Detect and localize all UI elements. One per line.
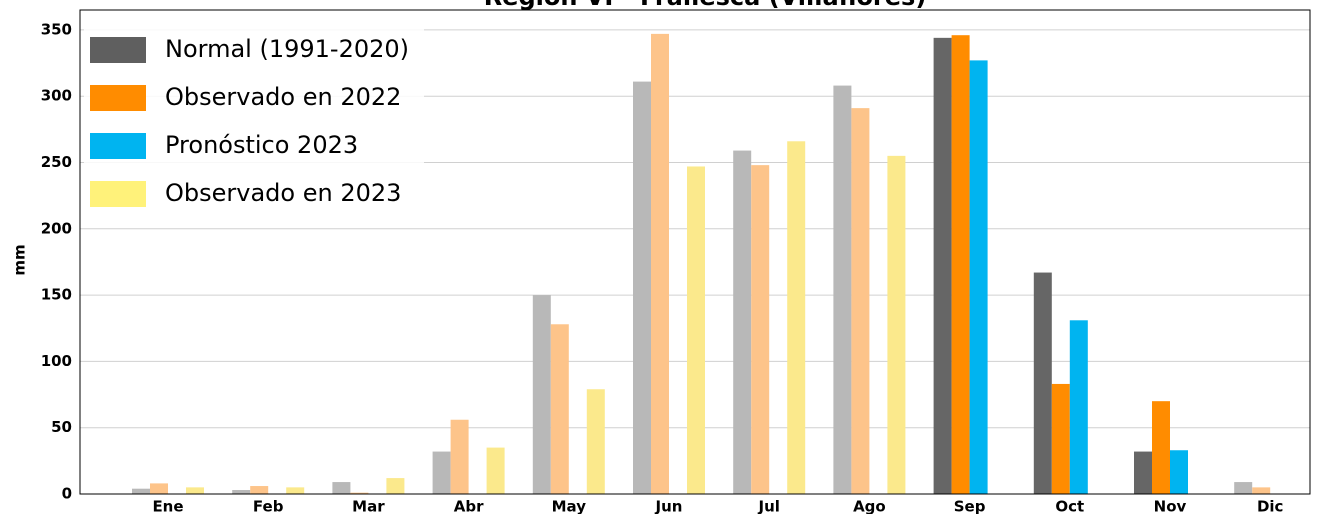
legend-label: Normal (1991-2020) bbox=[165, 35, 409, 63]
bar bbox=[150, 483, 168, 494]
x-tick-label: Mar bbox=[352, 498, 385, 514]
bar bbox=[532, 295, 551, 494]
x-tick-label: Ene bbox=[152, 498, 183, 514]
y-tick-label: 0 bbox=[62, 485, 72, 503]
bar bbox=[1170, 450, 1188, 494]
bar bbox=[1152, 401, 1170, 494]
bar bbox=[432, 451, 451, 494]
bar bbox=[633, 81, 651, 495]
legend-swatch bbox=[90, 181, 146, 207]
x-tick-label: Dic bbox=[1257, 498, 1283, 514]
bar bbox=[1069, 320, 1088, 494]
bar bbox=[186, 487, 204, 494]
x-tick-label: Oct bbox=[1055, 498, 1084, 514]
y-tick-label: 50 bbox=[51, 418, 72, 436]
plot-frame bbox=[79, 9, 1311, 495]
y-tick-label: 250 bbox=[41, 153, 72, 171]
bar bbox=[833, 85, 852, 495]
bar bbox=[733, 150, 752, 494]
bar bbox=[332, 482, 351, 494]
bar bbox=[1051, 383, 1070, 494]
x-tick-label: Feb bbox=[253, 498, 284, 514]
bar bbox=[132, 488, 150, 494]
bar bbox=[1134, 451, 1152, 494]
x-tick-label: Jun bbox=[655, 498, 683, 514]
y-tick-label: 300 bbox=[41, 87, 72, 105]
chart-title: Región VI - Frailesca (Villaflores) bbox=[484, 0, 927, 11]
x-tick-label: May bbox=[552, 498, 587, 514]
y-tick-label: 200 bbox=[41, 219, 72, 237]
bar bbox=[286, 487, 305, 494]
bar bbox=[232, 490, 251, 494]
bar bbox=[787, 141, 806, 494]
bar bbox=[1234, 482, 1253, 494]
bar bbox=[250, 486, 269, 494]
bar bbox=[887, 155, 906, 494]
bar bbox=[586, 389, 605, 494]
legend-label: Pronóstico 2023 bbox=[165, 131, 358, 159]
bar bbox=[450, 419, 469, 494]
x-tick-label: Sep bbox=[954, 498, 986, 514]
x-tick-label: Nov bbox=[1154, 498, 1187, 514]
bar bbox=[933, 37, 952, 494]
bar bbox=[851, 108, 870, 494]
legend-swatch bbox=[90, 133, 146, 159]
bar bbox=[969, 60, 988, 495]
bar bbox=[1033, 272, 1052, 494]
bar bbox=[386, 478, 405, 494]
bar bbox=[687, 166, 705, 494]
y-tick-label: 150 bbox=[41, 286, 72, 304]
x-tick-label: Jul bbox=[757, 498, 779, 514]
bar bbox=[951, 35, 970, 494]
x-tick-label: Ago bbox=[853, 498, 886, 514]
y-axis-label: mm bbox=[11, 244, 29, 275]
bar bbox=[350, 492, 369, 494]
x-tick-label: Abr bbox=[454, 498, 484, 514]
legend-swatch bbox=[90, 37, 146, 63]
bar bbox=[651, 33, 669, 494]
legend-label: Observado en 2022 bbox=[165, 83, 401, 111]
y-tick-label: 100 bbox=[41, 352, 72, 370]
legend-swatch bbox=[90, 85, 146, 111]
bar bbox=[1252, 487, 1271, 494]
legend-label: Observado en 2023 bbox=[165, 179, 401, 207]
bar bbox=[751, 165, 770, 494]
bar bbox=[486, 447, 505, 494]
legend: Normal (1991-2020) Observado en 2022 Pronó… bbox=[84, 14, 424, 214]
bar bbox=[550, 324, 569, 494]
y-tick-label: 350 bbox=[41, 20, 72, 38]
